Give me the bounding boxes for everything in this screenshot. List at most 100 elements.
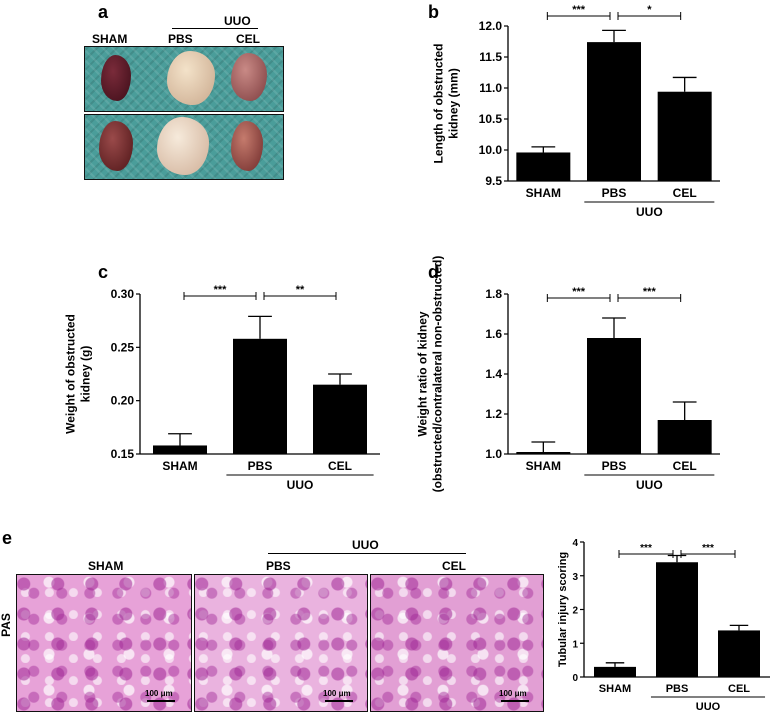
panel-a-group-line (172, 28, 258, 29)
chart-b-ytick-label-2: 10.5 (479, 112, 503, 126)
chart-e-category-2: CEL (728, 683, 750, 695)
panel-d-letter: d (428, 262, 439, 282)
scale-bar-label-cel: 100 μm (499, 689, 527, 698)
chart-d-bar-sham (516, 452, 571, 454)
chart-b-bar-sham (516, 152, 571, 181)
chart-e-sig-label-1: *** (702, 543, 714, 554)
chart-d: 1.0 1.2 1.4 1.6 1.8 SHAM PBS CEL UUO *** *** Weight… (416, 256, 720, 492)
chart-b-group-label: UUO (636, 205, 663, 219)
kidney-cel-top (231, 53, 267, 101)
chart-d-sig-label-1: *** (643, 286, 657, 298)
chart-b-ylabel-0: Length of obstructed (432, 44, 446, 164)
panel-e-label-cel: CEL (442, 559, 466, 573)
chart-e: 0 1 2 3 4 SHAM PBS CEL UUO *** *** Tubular injury s… (557, 538, 770, 713)
chart-d-sig-label-0: *** (572, 286, 586, 298)
panel-a-letter: a (98, 2, 109, 22)
chart-b-bar-cel (657, 91, 712, 181)
panel-a-label-sham: SHAM (92, 32, 128, 46)
kidney-photo-bottom (84, 114, 284, 180)
chart-c-bar-pbs (233, 338, 287, 454)
panel-e-label-sham: SHAM (88, 559, 124, 573)
chart-e-ytick-label-1: 1 (572, 639, 578, 650)
pas-image-sham: 100 μm (16, 574, 192, 712)
scale-bar-cel (501, 700, 529, 702)
chart-c-ytick-label-1: 0.20 (111, 394, 135, 408)
panel-e-letter: e (2, 528, 13, 548)
chart-d-ytick-label-0: 1.0 (485, 447, 502, 461)
panel-a-group-label: UUO (224, 14, 251, 28)
chart-b-sig-label-0: *** (572, 4, 586, 16)
panel-c-letter: c (98, 262, 109, 282)
chart-d-ytick-label-1: 1.2 (485, 407, 502, 421)
kidney-sham-top (101, 55, 131, 101)
scale-bar-label-pbs: 100 μm (323, 689, 351, 698)
chart-e-group-label: UUO (696, 701, 721, 713)
chart-e-sig-label-0: *** (640, 543, 652, 554)
chart-e-ytick-label-2: 2 (572, 606, 578, 617)
chart-e-bar-sham (594, 666, 636, 677)
kidney-pbs-top (167, 51, 215, 105)
chart-b-ytick-label-5: 12.0 (479, 19, 503, 33)
panel-a-label-cel: CEL (236, 32, 260, 46)
chart-d-category-2: CEL (673, 459, 697, 473)
scale-bar-sham (147, 700, 175, 702)
chart-e-ytick-label-3: 3 (572, 572, 578, 583)
chart-b-category-2: CEL (673, 186, 697, 200)
chart-b-ytick-label-1: 10.0 (479, 143, 503, 157)
pas-image-pbs: 100 μm (194, 574, 368, 712)
panel-e-row-label: PAS (0, 613, 13, 637)
chart-d-category-0: SHAM (526, 459, 561, 473)
scale-bar-label-sham: 100 μm (145, 689, 173, 698)
chart-b-ytick-label-4: 11.5 (479, 50, 502, 64)
chart-c-ylabel-1: kidney (g) (79, 346, 93, 403)
chart-d-ytick-label-3: 1.6 (485, 327, 502, 341)
chart-c-ytick-label-3: 0.30 (111, 287, 135, 301)
chart-c-bar-sham (153, 445, 207, 454)
panel-a-label-pbs: PBS (168, 32, 193, 46)
chart-b-ytick-label-0: 9.5 (485, 174, 502, 188)
chart-b-sig-label-1: * (647, 4, 652, 16)
kidney-cel-bottom (231, 121, 263, 171)
chart-d-ytick-label-2: 1.4 (485, 367, 502, 381)
chart-c-ytick-label-2: 0.25 (111, 340, 135, 354)
chart-b-category-1: PBS (602, 186, 627, 200)
panel-e-group-label: UUO (352, 538, 379, 552)
chart-d-ylabel-0: Weight ratio of kidney (416, 311, 430, 436)
chart-b-bar-pbs (587, 42, 641, 182)
chart-c-ylabel-0: Weight of obstructed (64, 314, 78, 434)
chart-d-ytick-label-4: 1.8 (485, 287, 502, 301)
chart-e-category-0: SHAM (599, 683, 631, 695)
chart-d-category-1: PBS (602, 459, 627, 473)
chart-e-bar-cel (718, 630, 760, 677)
kidney-pbs-bottom (157, 117, 209, 175)
chart-d-bar-pbs (587, 338, 641, 454)
panel-e-label-pbs: PBS (266, 559, 291, 573)
chart-c-bar-cel (313, 384, 367, 454)
kidney-photo-top (84, 46, 284, 112)
chart-d-group-label: UUO (636, 478, 663, 492)
chart-d-bar-cel (657, 420, 712, 454)
chart-c-sig-label-0: *** (214, 284, 228, 296)
kidney-sham-bottom (99, 121, 133, 171)
pas-image-cel: 100 μm (370, 574, 544, 712)
scale-bar-pbs (325, 700, 353, 702)
chart-e-category-1: PBS (666, 683, 689, 695)
chart-e-ylabel-0: Tubular injury scoring (557, 552, 569, 667)
chart-e-bar-pbs (656, 562, 698, 677)
chart-e-ytick-label-4: 4 (572, 538, 578, 549)
chart-c-group-label: UUO (287, 478, 314, 492)
panel-b-letter: b (428, 2, 439, 22)
panel-e-group-line (268, 553, 466, 554)
chart-e-ytick-label-0: 0 (572, 673, 578, 684)
chart-b-category-0: SHAM (526, 186, 561, 200)
chart-b-ylabel-1: kidney (mm) (447, 68, 461, 139)
chart-c-category-2: CEL (328, 459, 352, 473)
chart-b-ytick-label-3: 11.0 (479, 81, 502, 95)
chart-c-category-0: SHAM (162, 459, 197, 473)
chart-c-category-1: PBS (248, 459, 273, 473)
chart-c-ytick-label-0: 0.15 (111, 447, 135, 461)
chart-c-sig-label-1: ** (296, 284, 305, 296)
